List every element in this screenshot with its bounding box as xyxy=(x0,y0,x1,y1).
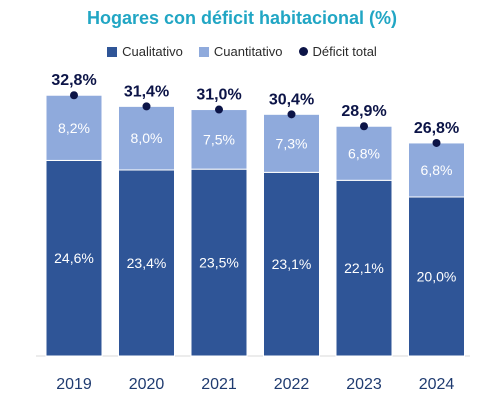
chart-title: Hogares con déficit habitacional (%) xyxy=(86,8,398,28)
data-label-cuantitativo-2019: 8,2% xyxy=(58,120,90,136)
total-label-2024: 26,8% xyxy=(414,120,459,137)
bar-segment-cualitativo-2023 xyxy=(335,179,393,357)
total-label-2021: 31,0% xyxy=(196,87,241,104)
x-tick-label-2022: 2022 xyxy=(274,376,310,393)
total-marker-2022 xyxy=(287,110,296,119)
total-marker-2023 xyxy=(360,122,368,131)
total-label-2019: 32,8% xyxy=(51,72,96,89)
total-label-2023: 28,9% xyxy=(341,103,386,120)
legend-swatch-cuantitativo xyxy=(198,46,209,57)
bar-segment-cuantitativo-2022 xyxy=(263,113,320,173)
data-label-cuantitativo-2022: 7,3% xyxy=(276,135,308,151)
legend-label-total: Déficit total xyxy=(312,44,377,59)
x-tick-label-2023: 2023 xyxy=(346,376,382,393)
total-marker-2020 xyxy=(142,102,151,111)
data-label-cualitativo-2019: 24,6% xyxy=(54,250,94,266)
data-label-cualitativo-2023: 22,1% xyxy=(344,260,384,276)
x-tick-label-2024: 2024 xyxy=(419,376,455,393)
bar-segment-cualitativo-2024 xyxy=(408,196,465,357)
bar-segment-cuantitativo-2021 xyxy=(190,109,248,170)
data-label-cualitativo-2022: 23,1% xyxy=(272,256,312,272)
legend-item-total: Déficit total xyxy=(298,44,377,59)
x-tick-label-2021: 2021 xyxy=(201,376,237,393)
total-marker-2019 xyxy=(70,91,78,100)
data-label-cualitativo-2024: 20,0% xyxy=(417,269,457,285)
data-label-cualitativo-2021: 23,5% xyxy=(199,255,239,271)
x-tick-label-2020: 2020 xyxy=(129,376,165,393)
legend-label-cualitativo: Cualitativo xyxy=(122,44,183,59)
data-label-cuantitativo-2024: 6,8% xyxy=(421,162,453,178)
legend-marker-total xyxy=(298,47,308,56)
x-tick-label-2019: 2019 xyxy=(56,376,92,393)
bar-segment-cualitativo-2022 xyxy=(263,171,320,357)
data-label-cuantitativo-2021: 7,5% xyxy=(203,131,235,147)
legend-item-cualitativo: Cualitativo xyxy=(107,44,183,59)
chart-legend: Cualitativo Cuantitativo Déficit total xyxy=(0,44,484,59)
legend-label-cuantitativo: Cuantitativo xyxy=(213,44,283,59)
total-marker-2024 xyxy=(432,138,441,147)
total-label-2020: 31,4% xyxy=(124,83,169,100)
bar-segment-cualitativo-2021 xyxy=(190,168,248,357)
data-label-cuantitativo-2023: 6,8% xyxy=(348,145,380,161)
total-label-2022: 30,4% xyxy=(269,91,314,108)
data-label-cualitativo-2020: 23,4% xyxy=(127,255,167,271)
bar-segment-cuantitativo-2019 xyxy=(45,94,103,161)
total-marker-2021 xyxy=(215,105,223,114)
data-label-cuantitativo-2020: 8,0% xyxy=(131,130,163,146)
legend-swatch-cualitativo xyxy=(107,46,118,57)
legend-item-cuantitativo: Cuantitativo xyxy=(198,44,283,59)
bar-segment-cualitativo-2020 xyxy=(118,169,175,357)
bar-segment-cuantitativo-2023 xyxy=(335,125,393,181)
bar-segment-cuantitativo-2020 xyxy=(118,105,175,171)
